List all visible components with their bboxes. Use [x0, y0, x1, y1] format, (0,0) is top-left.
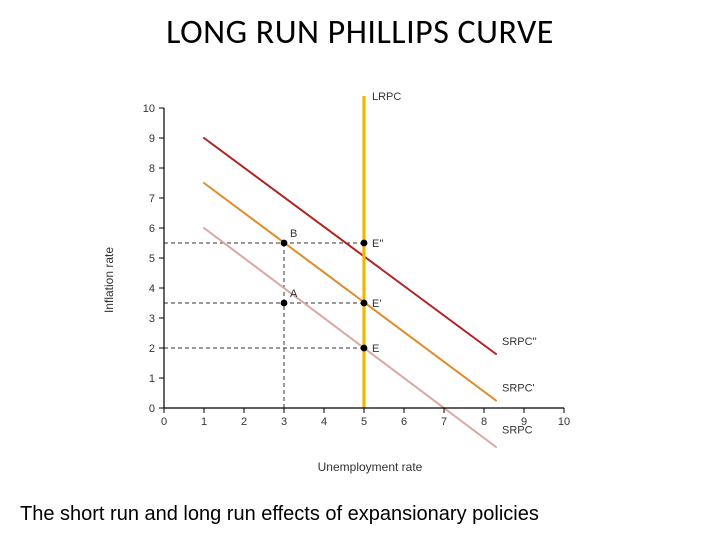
x-tick-label: 5	[361, 416, 367, 428]
x-tick-label: 0	[161, 416, 167, 428]
point	[361, 345, 368, 352]
x-tick-label: 3	[281, 416, 287, 428]
slide-title: LONG RUN PHILLIPS CURVE	[0, 12, 720, 53]
slide-subtitle: The short run and long run effects of ex…	[20, 503, 539, 526]
point	[281, 240, 288, 247]
slide: LONG RUN PHILLIPS CURVE Inflation rate S…	[0, 0, 720, 540]
y-tick-label: 4	[149, 283, 155, 295]
point-label: E	[372, 343, 379, 355]
point-label: B	[290, 228, 297, 240]
y-tick-label: 3	[149, 313, 155, 325]
srpc-label: SRPC'	[502, 383, 535, 395]
point-label: E'	[372, 298, 381, 310]
lrpc-label: LRPC	[372, 91, 401, 103]
point-label: E''	[372, 238, 384, 250]
y-tick-label: 8	[149, 163, 155, 175]
y-tick-label: 1	[149, 373, 155, 385]
y-tick-label: 6	[149, 223, 155, 235]
point	[361, 240, 368, 247]
y-tick-label: 5	[149, 253, 155, 265]
phillips-curve-chart: Inflation rate SRPCSRPC'SRPC''LRPCEE'E''…	[110, 90, 630, 470]
y-tick-label: 2	[149, 343, 155, 355]
point-label: A	[290, 288, 298, 300]
x-tick-label: 2	[241, 416, 247, 428]
point	[281, 300, 288, 307]
x-tick-label: 4	[321, 416, 327, 428]
x-tick-label: 8	[481, 416, 487, 428]
x-axis-label: Unemployment rate	[318, 460, 423, 474]
x-tick-label: 9	[521, 416, 527, 428]
y-tick-label: 9	[149, 133, 155, 145]
x-tick-label: 6	[401, 416, 407, 428]
x-tick-label: 1	[201, 416, 207, 428]
x-tick-label: 7	[441, 416, 447, 428]
chart-svg: SRPC SRPC' SRPC'' LRPC E E' E'' A B 0 1 2 3 4 5 6 7 8 9 10 0…	[110, 90, 630, 470]
y-tick-label: 10	[143, 103, 155, 115]
x-tick-label: 10	[558, 416, 570, 428]
chart-bg	[110, 90, 630, 470]
point	[361, 300, 368, 307]
y-tick-label: 7	[149, 193, 155, 205]
srpc-label: SRPC	[502, 425, 533, 437]
y-axis-label: Inflation rate	[102, 247, 116, 313]
srpc-label: SRPC''	[502, 336, 537, 348]
y-tick-label: 0	[149, 403, 155, 415]
